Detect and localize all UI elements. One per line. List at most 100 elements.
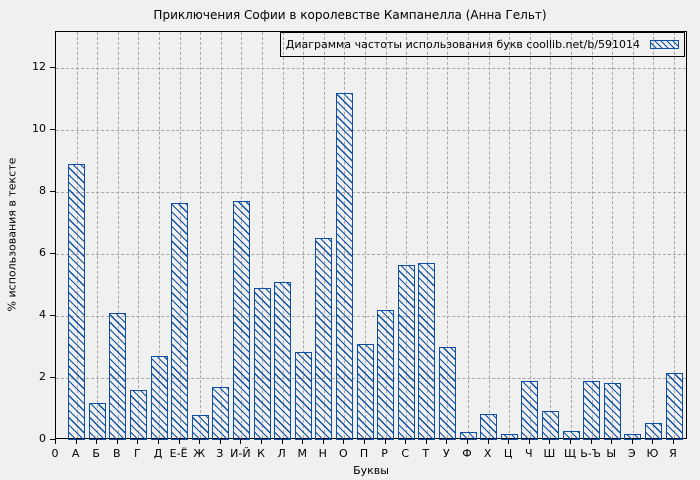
x-tick-label-Ц: Ц [503,447,513,460]
x-tick-label-Ю: Ю [646,447,659,460]
x-tick-label-Т: Т [422,447,430,460]
x-tick-label-Ы: Ы [606,447,617,460]
gridline-x-В [117,32,119,438]
gridline-y-12 [56,67,686,69]
x-tick-mark [405,439,407,444]
bar-А [68,163,86,440]
bar-М [294,351,312,440]
x-tick-mark [261,439,262,444]
x-tick-label-0: 0 [51,447,59,460]
gridline-x-Ь-Ъ [591,32,593,438]
x-tick-label-Ф: Ф [462,447,472,460]
x-tick-label-Ь-Ъ: Ь-Ъ [580,447,601,460]
x-tick-mark [611,439,613,444]
x-tick-label-Ч: Ч [525,447,533,460]
x-tick-mark [549,439,551,444]
x-tick-label-Л: Л [277,447,286,460]
bar-Д [150,356,168,440]
x-tick-mark [528,439,530,444]
x-tick-label-Ж: Ж [193,447,206,460]
bar-Б [88,402,106,440]
x-tick-mark [199,439,201,444]
bar-Х [480,413,498,440]
gridline-x-М [303,32,305,438]
gridline-x-Н [323,32,325,438]
x-axis-title: Буквы [353,464,389,477]
x-tick-mark [425,439,427,444]
x-tick-mark [631,439,633,444]
y-tick-mark [50,439,55,440]
gridline-x-Г [138,32,140,438]
gridline-x-У [447,32,449,438]
legend-label: Диаграмма частоты использования букв coo… [285,38,640,51]
bar-У [438,346,456,440]
x-tick-label-Х: Х [483,447,492,460]
bar-Р [377,309,395,440]
bar-Ж [191,415,209,440]
x-tick-label-Р: Р [381,447,388,460]
x-tick-label-З: З [216,447,224,460]
y-tick-mark [50,190,55,192]
y-tick-label-6: 6 [39,245,46,259]
bar-Ю [644,422,662,440]
bar-О [335,92,353,440]
bar-Л [274,281,292,440]
x-tick-mark [467,439,468,444]
x-tick-label-Д: Д [153,447,163,460]
x-tick-label-У: У [443,447,450,460]
x-tick-label-Щ: Щ [563,447,577,460]
gridline-x-Р [385,32,387,438]
gridline-x-С [406,32,408,438]
y-tick-mark [50,128,55,130]
y-tick-label-8: 8 [39,183,46,197]
bar-П [356,343,374,440]
bar-Ш [541,410,559,440]
gridline-y-4 [56,315,686,317]
x-tick-label-М: М [297,447,307,460]
gridline-x-Ж [200,32,202,438]
bar-Ч [521,381,539,440]
bar-К [253,287,271,440]
bar-Н [315,238,333,440]
bar-С [397,264,415,440]
bar-В [109,312,127,440]
x-tick-mark [137,439,139,444]
y-tick-mark [50,376,55,378]
gridline-y-8 [56,191,686,193]
gridline-x-К [262,32,263,438]
x-tick-mark [673,439,674,444]
legend-box: Диаграмма частоты использования букв coo… [280,32,685,57]
bar-Щ [562,430,580,440]
gridline-y-6 [56,253,686,255]
y-tick-label-0: 0 [39,432,46,445]
bar-Я [665,373,683,440]
y-tick-label-2: 2 [39,369,46,383]
x-tick-mark [384,439,386,444]
x-tick-mark [364,439,365,444]
x-tick-mark [446,439,448,444]
x-tick-mark [590,439,592,444]
plot-area [55,31,687,440]
bar-Ь-Ъ [583,381,601,440]
x-tick-label-П: П [359,447,369,460]
gridline-x-Щ [571,32,572,438]
bar-Т [418,263,436,440]
y-tick-mark [50,66,55,68]
gridline-x-Ы [612,32,614,438]
x-tick-mark [219,439,221,444]
x-tick-label-Э: Э [627,447,636,460]
gridline-x-Х [488,32,490,438]
bar-Ы [603,382,621,440]
x-tick-mark [281,439,283,444]
x-tick-label-О: О [339,447,348,460]
gridline-y-10 [56,129,686,131]
x-tick-mark [652,439,654,444]
gridline-x-З [220,32,222,438]
x-tick-label-Н: Н [318,447,327,460]
x-tick-label-Г: Г [134,447,141,460]
x-tick-mark [116,439,118,444]
chart-title: Приключения Софии в королевстве Кампанел… [153,8,547,22]
x-tick-mark [158,439,159,444]
gridline-x-Д [159,32,160,438]
